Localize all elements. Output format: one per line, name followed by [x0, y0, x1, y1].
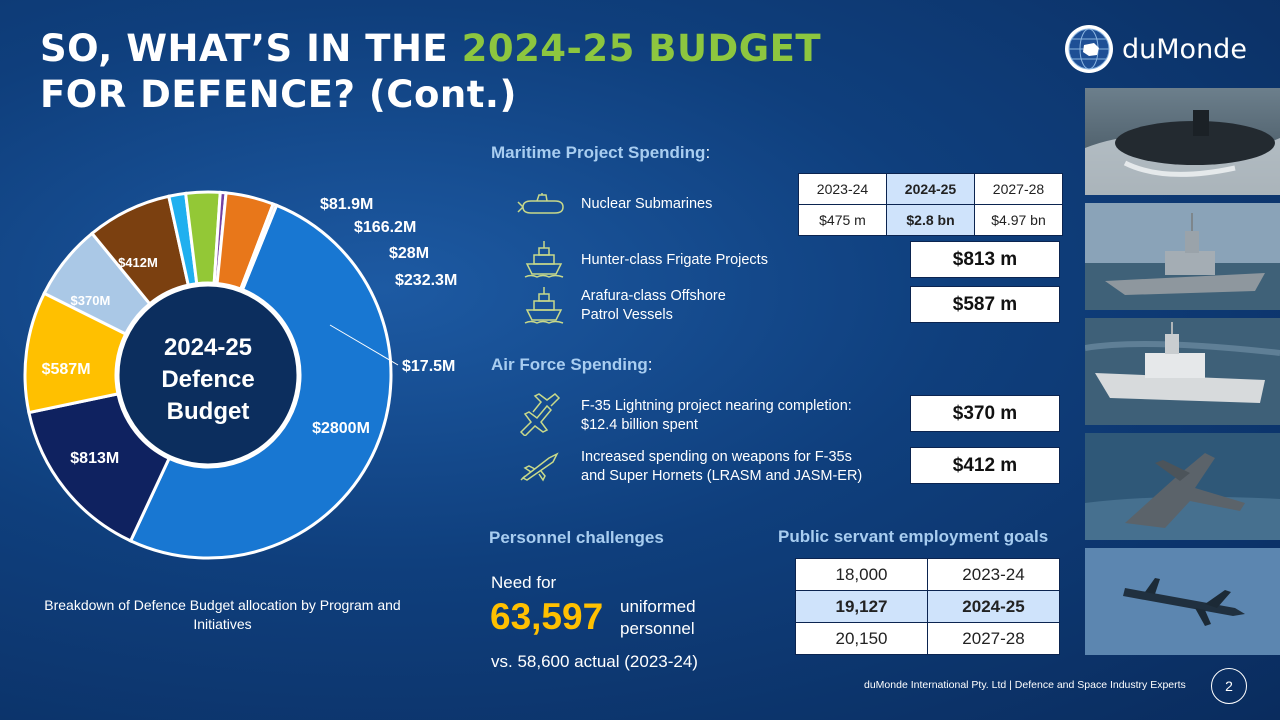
- slide-title: SO, WHAT’S IN THE 2024-25 BUDGET FOR DEF…: [40, 26, 821, 118]
- weapons-label: Increased spending on weapons for F-35s …: [581, 448, 862, 486]
- ship-icon: [524, 287, 564, 324]
- weapons-label-line2: and Super Hornets (LRASM and JASM-ER): [581, 468, 863, 484]
- donut-slice-label: $166.2M: [354, 219, 417, 236]
- title-highlight: 2024-25 BUDGET: [461, 27, 822, 70]
- maritime-title-text: Maritime Project Spending: [491, 143, 706, 162]
- submarines-label: Nuclear Submarines: [581, 196, 713, 212]
- personnel-unit-line2: personnel: [620, 619, 695, 638]
- weapons-value: $412 m: [910, 447, 1060, 484]
- budget-donut-chart: [23, 190, 399, 560]
- missile-photo: [1085, 548, 1280, 655]
- sub-year-3: 2027-28: [974, 173, 1063, 205]
- employment-count: 19,127: [795, 590, 928, 623]
- air-title-suffix: :: [647, 355, 653, 374]
- title-line1: SO, WHAT’S IN THE: [40, 27, 462, 70]
- employment-count: 18,000: [795, 558, 928, 591]
- frigate-label: Hunter-class Frigate Projects: [581, 252, 768, 268]
- personnel-unit: uniformed personnel: [620, 596, 696, 640]
- donut-slice: [128, 203, 393, 560]
- f35-value: $370 m: [910, 395, 1060, 432]
- air-title-text: Air Force Spending: [491, 355, 648, 374]
- employment-year: 2023-24: [927, 558, 1060, 591]
- donut-slice-label: $813M: [70, 450, 120, 468]
- sub-year-2: 2024-25: [886, 173, 975, 205]
- personnel-number: 63,597: [490, 596, 604, 637]
- title-line2: FOR DEFENCE? (Cont.): [40, 73, 517, 116]
- employment-year: 2027-28: [927, 622, 1060, 655]
- arafura-label: Arafura-class Offshore Patrol Vessels: [581, 287, 726, 325]
- sub-year-1: 2023-24: [798, 173, 887, 205]
- donut-slice-label: $28M: [389, 245, 430, 262]
- employment-section-title: Public servant employment goals: [778, 527, 1049, 546]
- donut-slice-label: $587M: [41, 361, 91, 379]
- employment-row: 18,000 2023-24: [795, 558, 1060, 591]
- ship-icon: [524, 241, 564, 278]
- weapons-label-line1: Increased spending on weapons for F-35s: [581, 449, 852, 465]
- leader-line: [329, 324, 399, 366]
- maritime-section-title: Maritime Project Spending:: [491, 143, 710, 163]
- personnel-unit-line1: uniformed: [620, 597, 696, 616]
- center-line-2: Defence: [161, 366, 255, 393]
- center-line-3: Budget: [166, 398, 250, 425]
- chart-caption: Breakdown of Defence Budget allocation b…: [44, 597, 401, 632]
- fighter-jets-icon: [519, 393, 561, 436]
- patrol-vessel-photo: [1085, 318, 1280, 425]
- f35-label-line1: F-35 Lightning project nearing completio…: [581, 398, 852, 414]
- employment-year: 2024-25: [927, 590, 1060, 623]
- submarine-icon: [517, 193, 564, 214]
- employment-row: 19,127 2024-25: [795, 590, 1060, 623]
- maritime-title-suffix: :: [705, 143, 711, 162]
- submarine-photo: [1085, 88, 1280, 195]
- donut-slice: [27, 392, 172, 543]
- sub-value-1: $475 m: [798, 204, 887, 236]
- arafura-label-line1: Arafura-class Offshore: [581, 288, 726, 304]
- donut-center-label: 2024-25 Defence Budget: [118, 332, 298, 428]
- arafura-label-line2: Patrol Vessels: [581, 307, 673, 323]
- submarine-spending-table: 2023-24 2024-25 2027-28 $475 m $2.8 bn $…: [798, 173, 1063, 236]
- donut-slice-label: $370M: [70, 293, 111, 309]
- missile-icon: [520, 452, 559, 482]
- brand-name: duMonde: [1122, 33, 1247, 65]
- donut-slice-label: $17.5M: [402, 358, 456, 375]
- globe-icon: [1065, 25, 1113, 73]
- arafura-value: $587 m: [910, 286, 1060, 323]
- employment-row: 20,150 2027-28: [795, 622, 1060, 655]
- donut-slice-label: $412M: [118, 255, 158, 271]
- employment-count: 20,150: [795, 622, 928, 655]
- footer-text: duMonde International Pty. Ltd | Defence…: [864, 679, 1186, 691]
- photo-column: [1085, 88, 1280, 663]
- brand-logo: duMonde: [1064, 24, 1247, 74]
- employment-table: 18,000 2023-24 19,127 2024-25 20,150 202…: [795, 558, 1060, 655]
- donut-slice-label: $81.9M: [320, 196, 374, 213]
- frigate-value: $813 m: [910, 241, 1060, 278]
- sub-value-2: $2.8 bn: [886, 204, 975, 236]
- donut-slice-label: $232.3M: [395, 272, 458, 289]
- frigate-photo: [1085, 203, 1280, 310]
- personnel-need-label: Need for: [491, 573, 557, 592]
- sub-value-3: $4.97 bn: [974, 204, 1063, 236]
- donut-slice: [238, 202, 279, 292]
- donut-slice-label: $2800M: [312, 419, 370, 437]
- f35-photo: [1085, 433, 1280, 540]
- f35-label-line2: $12.4 billion spent: [581, 417, 698, 433]
- page-number: 2: [1211, 668, 1247, 704]
- personnel-section-title: Personnel challenges: [489, 528, 664, 547]
- f35-label: F-35 Lightning project nearing completio…: [581, 397, 852, 435]
- air-section-title: Air Force Spending:: [491, 355, 653, 375]
- personnel-comparison: vs. 58,600 actual (2023-24): [491, 652, 698, 671]
- donut-hole: [116, 283, 300, 467]
- center-line-1: 2024-25: [163, 334, 253, 361]
